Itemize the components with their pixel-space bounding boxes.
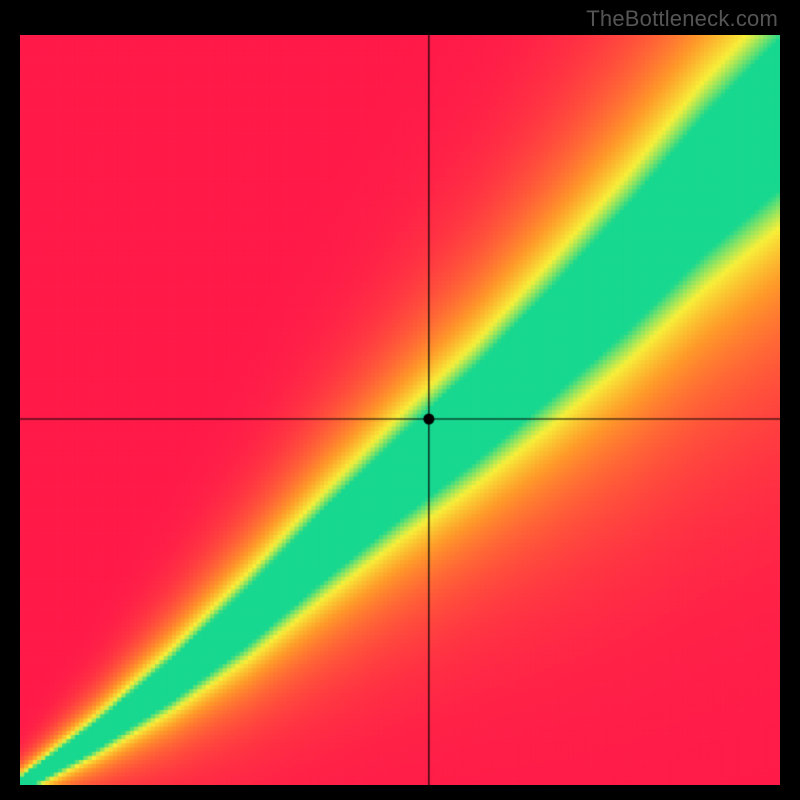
chart-container: TheBottleneck.com	[0, 0, 800, 800]
bottleneck-heatmap	[20, 35, 780, 785]
watermark-text: TheBottleneck.com	[586, 6, 778, 32]
